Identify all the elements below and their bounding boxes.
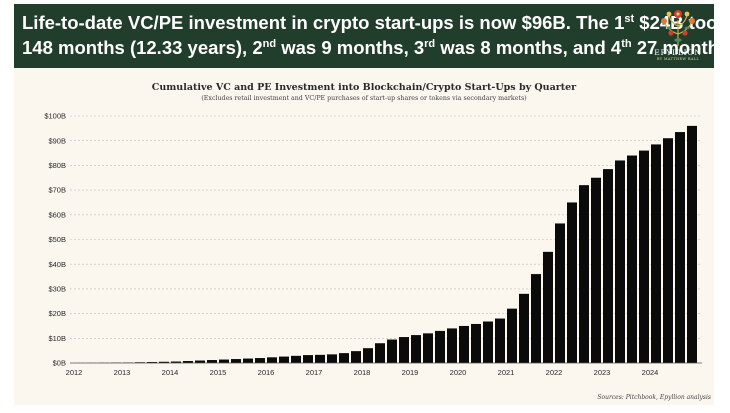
y-tick-label: $50B — [48, 235, 66, 244]
chart-subtitle: (Excludes retail investment and VC/PE pu… — [201, 95, 526, 102]
bars: 2012 Q12012 Q22012 Q32012 Q42013 Q12013 … — [75, 125, 697, 363]
y-tick-label: $70B — [48, 186, 66, 195]
bar: 2016 Q1 — [267, 357, 277, 363]
y-tick-label: $30B — [48, 285, 66, 294]
y-tick-label: $80B — [48, 161, 66, 170]
bar: 2017 Q3 — [339, 353, 349, 363]
bar: 2017 Q2 — [327, 354, 337, 363]
bar: 2015 Q2 — [231, 359, 241, 363]
bar: 2023 Q2 — [615, 160, 625, 363]
y-tick-label: $10B — [48, 334, 66, 343]
bar: 2017 Q1 — [315, 354, 325, 363]
bar: 2018 Q2 — [375, 343, 385, 363]
bar: 2022 Q1 — [555, 223, 565, 363]
chart-source: Sources: Pitchbook, Epyllion analysis — [597, 394, 711, 401]
bar: 2016 Q2 — [279, 356, 289, 363]
headline-line-2: 148 months (12.33 years), 2nd was 9 mont… — [22, 37, 730, 58]
bar: 2021 Q1 — [507, 308, 517, 363]
x-tick-label: 2020 — [450, 368, 467, 377]
y-tick-label: $20B — [48, 309, 66, 318]
bar: 2022 Q3 — [579, 185, 589, 363]
bar: 2023 Q4 — [639, 150, 649, 363]
bar: 2019 Q3 — [435, 330, 445, 363]
bar: 2018 Q4 — [399, 337, 409, 363]
x-axis-ticks: 2012 2013 2014 2015 2016 2017 2018 2019 2020 2021… — [66, 368, 659, 377]
y-tick-label: $60B — [48, 210, 66, 219]
bar: 2019 Q4 — [447, 328, 457, 363]
bar: 2015 Q4 — [255, 358, 265, 363]
x-tick-label: 2021 — [498, 368, 515, 377]
bar: 2022 Q4 — [591, 177, 601, 363]
bar: 2019 Q1 — [411, 335, 421, 363]
bar: 2021 Q3 — [531, 274, 541, 363]
bar: 2024 Q4 — [687, 125, 697, 363]
bar: 2018 Q1 — [363, 348, 373, 363]
brand-name: EPYLLION — [654, 48, 702, 57]
y-tick-label: $100B — [44, 112, 66, 121]
x-tick-label: 2017 — [306, 368, 323, 377]
bar: 2020 Q4 — [495, 318, 505, 363]
x-tick-label: 2014 — [162, 368, 179, 377]
bar-chart: Cumulative VC and PE Investment into Blo… — [44, 82, 711, 401]
bar: 2018 Q3 — [387, 339, 397, 363]
y-axis-ticks: $0B $10B $20B $30B $40B $50B $60B $70B $80B $90B $… — [44, 112, 66, 368]
x-tick-label: 2013 — [114, 368, 131, 377]
headline-banner: Life-to-date VC/PE investment in crypto … — [14, 4, 730, 68]
bar: 2014 Q1 — [171, 361, 181, 363]
bar: 2013 Q4 — [159, 361, 169, 363]
bar: 2014 Q2 — [183, 361, 193, 363]
floral-crest-icon — [661, 10, 695, 47]
bar: 2014 Q4 — [207, 360, 217, 363]
brand-byline: BY MATTHEW BALL — [656, 57, 700, 61]
bar: 2017 Q4 — [351, 351, 361, 363]
y-tick-label: $0B — [53, 359, 66, 368]
bar: 2021 Q4 — [543, 251, 553, 363]
y-tick-label: $40B — [48, 260, 66, 269]
x-tick-label: 2015 — [210, 368, 227, 377]
x-tick-label: 2019 — [402, 368, 419, 377]
bar: 2023 Q1 — [603, 169, 613, 363]
bar: 2019 Q2 — [423, 333, 433, 363]
x-tick-label: 2016 — [258, 368, 275, 377]
x-tick-label: 2018 — [354, 368, 371, 377]
bar: 2016 Q3 — [291, 355, 301, 363]
bar: 2016 Q4 — [303, 355, 313, 363]
x-tick-label: 2023 — [594, 368, 611, 377]
bar: 2024 Q2 — [663, 138, 673, 363]
bar: 2015 Q3 — [243, 358, 253, 363]
chart-title: Cumulative VC and PE Investment into Blo… — [152, 82, 577, 93]
bar: 2023 Q3 — [627, 155, 637, 363]
bar: 2022 Q2 — [567, 202, 577, 363]
x-tick-label: 2022 — [546, 368, 563, 377]
y-tick-label: $90B — [48, 136, 66, 145]
bar: 2013 Q3 — [147, 362, 157, 363]
bar: 2020 Q3 — [483, 321, 493, 363]
brand-logo: EPYLLION BY MATTHEW BALL — [646, 6, 710, 66]
bar: 2024 Q1 — [651, 144, 661, 363]
bar: 2021 Q2 — [519, 293, 529, 363]
x-tick-label: 2024 — [642, 368, 659, 377]
bar: 2015 Q1 — [219, 359, 229, 363]
bar: 2014 Q3 — [195, 360, 205, 363]
bar: 2024 Q3 — [675, 132, 685, 363]
bar: 2020 Q1 — [459, 325, 469, 363]
x-tick-label: 2012 — [66, 368, 83, 377]
bar: 2020 Q2 — [471, 323, 481, 363]
chart-frame: Life-to-date VC/PE investment in crypto … — [14, 4, 730, 405]
